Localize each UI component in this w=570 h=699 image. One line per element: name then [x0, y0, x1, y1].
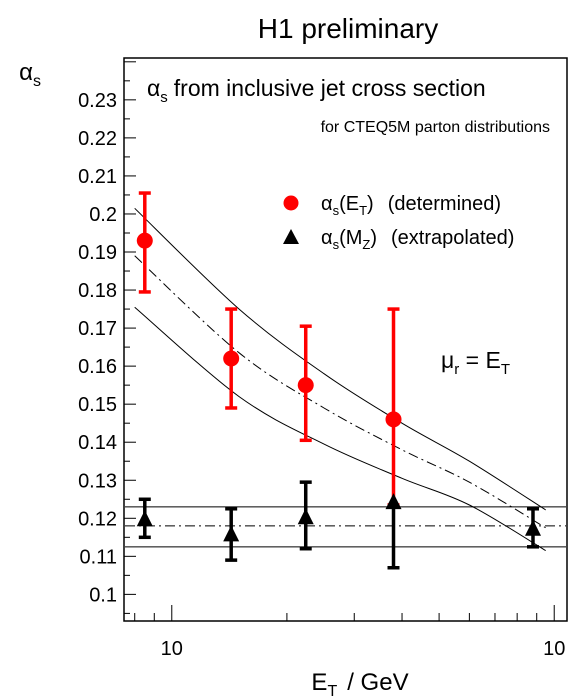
- y-tick-label: 0.17: [78, 318, 117, 340]
- y-tick-label: 0.21: [78, 166, 117, 188]
- data-point: [223, 350, 240, 367]
- running-central-curve: [134, 255, 546, 529]
- y-tick-label: 0.1: [89, 584, 117, 606]
- y-tick-label: 0.22: [78, 128, 117, 150]
- legend-label-extrapolated: αs(MZ) (extrapolated): [321, 227, 514, 252]
- data-point: [524, 519, 541, 536]
- y-tick-label: 0.12: [78, 508, 117, 530]
- running-lower-curve: [134, 306, 546, 552]
- chart-title: H1 preliminary: [258, 13, 439, 44]
- legend-marker-extrapolated: [283, 229, 299, 244]
- legend-label-determined: αs(ET) (determined): [321, 193, 501, 218]
- y-tick-label: 0.13: [78, 470, 117, 492]
- x-axis: 10102: [134, 605, 565, 660]
- chart-subtitle: αs from inclusive jet cross section: [147, 75, 486, 106]
- x-axis-label: ET / GeV: [311, 669, 408, 699]
- x-tick-label: 10: [543, 638, 565, 660]
- y-tick-label: 0.15: [78, 394, 117, 416]
- series-extrapolated: [136, 480, 541, 570]
- scale-annotation: μr = ET: [441, 347, 510, 378]
- data-point: [385, 411, 402, 428]
- data-point: [136, 232, 153, 249]
- y-tick-label: 0.2: [89, 204, 117, 226]
- running-upper-curve: [134, 207, 546, 511]
- y-tick-label: 0.19: [78, 242, 117, 264]
- plot-frame: [123, 57, 568, 622]
- data-point: [136, 510, 153, 527]
- x-tick-label: 10: [161, 638, 183, 660]
- legend: αs(ET) (determined) αs(MZ) (extrapolated): [283, 193, 514, 252]
- y-axis-label: αs: [19, 59, 41, 90]
- y-tick-label: 0.16: [78, 356, 117, 378]
- y-tick-label: 0.23: [78, 90, 117, 112]
- y-tick-label: 0.18: [78, 280, 117, 302]
- curves: [125, 207, 566, 552]
- data-series: [136, 191, 541, 570]
- series-determined: [136, 191, 402, 507]
- data-point: [223, 525, 240, 542]
- chart-note: for CTEQ5M parton distributions: [321, 119, 550, 136]
- y-tick-label: 0.11: [80, 546, 117, 568]
- data-point: [385, 493, 402, 510]
- data-point: [297, 508, 314, 525]
- y-axis: 0.1 0.11 0.12 0.13 0.14 0.15 0.16 0.17 0.18 0.19 0…: [78, 61, 136, 614]
- data-point: [297, 377, 314, 394]
- y-tick-label: 0.14: [78, 432, 117, 454]
- legend-marker-determined: [283, 195, 299, 211]
